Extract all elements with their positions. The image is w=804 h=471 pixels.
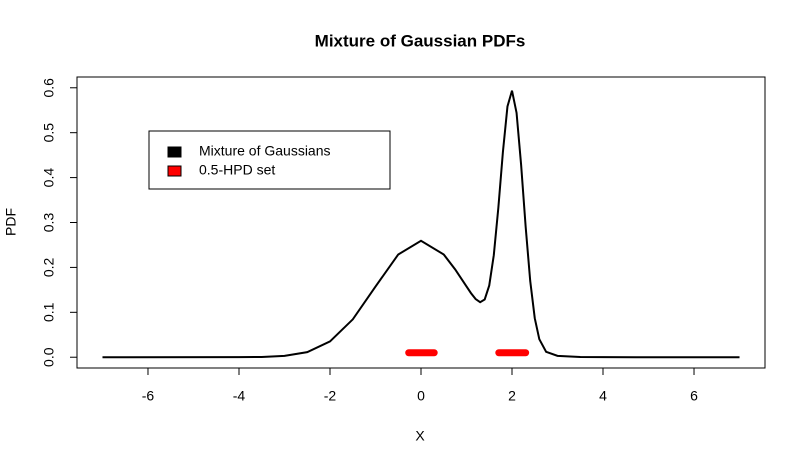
legend-swatch <box>167 165 182 177</box>
y-tick-label: 0.2 <box>41 257 57 277</box>
legend-label: 0.5-HPD set <box>199 162 275 178</box>
x-tick-label: 2 <box>508 388 516 404</box>
x-axis-label: X <box>415 428 425 444</box>
y-tick-label: 0.1 <box>41 302 57 322</box>
legend-label: Mixture of Gaussians <box>199 143 331 159</box>
x-tick-label: 6 <box>690 388 698 404</box>
y-axis-label: PDF <box>3 208 19 236</box>
chart-title: Mixture of Gaussian PDFs <box>315 31 526 50</box>
x-tick-label: 4 <box>599 388 607 404</box>
y-tick-label: 0.0 <box>41 347 57 367</box>
legend-swatch <box>167 146 182 158</box>
y-tick-label: 0.5 <box>41 123 57 143</box>
x-tick-label: 0 <box>417 388 425 404</box>
legend-box <box>148 130 391 190</box>
pdf-line <box>102 90 740 359</box>
x-tick-label: -6 <box>142 388 155 404</box>
y-tick-label: 0.6 <box>41 78 57 98</box>
x-tick-label: -2 <box>324 388 337 404</box>
x-tick-label: -4 <box>233 388 246 404</box>
y-tick-label: 0.3 <box>41 213 57 233</box>
y-tick-label: 0.4 <box>41 168 57 188</box>
